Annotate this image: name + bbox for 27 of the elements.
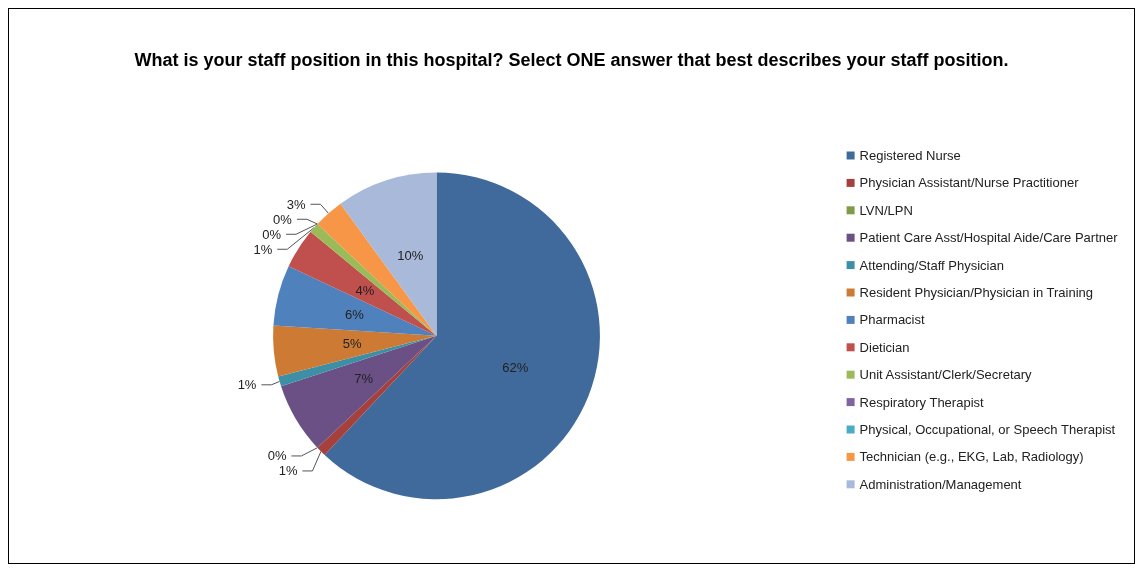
data-label: 1% bbox=[278, 463, 298, 479]
data-label: 62% bbox=[502, 359, 529, 375]
data-label: 1% bbox=[253, 241, 273, 257]
legend-label: LVN/LPN bbox=[859, 202, 913, 218]
legend-label: Registered Nurse bbox=[859, 148, 961, 163]
data-label: 7% bbox=[354, 371, 374, 387]
legend-label: Dietician bbox=[859, 339, 910, 355]
data-label: 6% bbox=[345, 307, 365, 323]
legend-label: Resident Physician/Physician in Training bbox=[859, 285, 1094, 300]
legend-label: Physician Assistant/Nurse Practitioner bbox=[859, 175, 1080, 191]
text: 0% bbox=[273, 211, 292, 227]
data-label: 3% bbox=[286, 196, 306, 212]
text: 0% bbox=[262, 226, 282, 242]
legend-label: Unit Assistant/Clerk/Secretary bbox=[859, 367, 1033, 383]
legend-label: Technician (e.g., EKG, Lab, Radiology) bbox=[859, 449, 1084, 465]
legend-label: Administration/Management bbox=[859, 476, 1022, 492]
data-label: 5% bbox=[342, 336, 362, 352]
data-label: 1% bbox=[237, 377, 257, 393]
legend-label: Pharmacist bbox=[859, 312, 926, 328]
text: 0% bbox=[267, 448, 287, 464]
legend-label: Patient Care Asst/Hospital Aide/Care Partner bbox=[859, 230, 1119, 246]
data-label: 4% bbox=[355, 282, 375, 298]
legend-label: Physical, Occupational, or Speech Therapist bbox=[859, 422, 1116, 437]
data-label: 10% bbox=[397, 247, 424, 263]
legend-label: Respiratory Therapist bbox=[859, 394, 985, 410]
chart-title: What is your staff position in this hospital? Select ONE answer that best describes your staff position. bbox=[134, 50, 1009, 70]
legend-label: Attending/Staff Physician bbox=[859, 257, 1004, 273]
